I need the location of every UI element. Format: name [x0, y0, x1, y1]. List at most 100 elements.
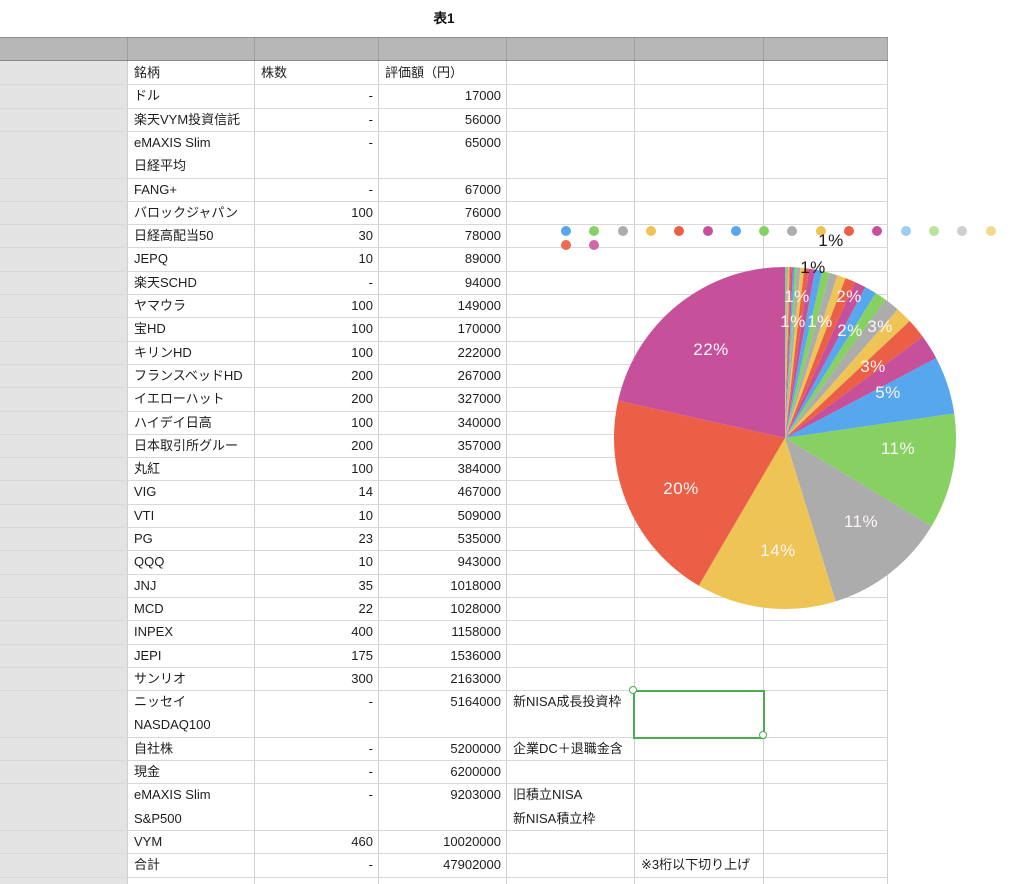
- cell-shares[interactable]: -: [368, 134, 373, 150]
- cell-value[interactable]: 2163000: [450, 670, 501, 686]
- cell-value[interactable]: 78000: [464, 228, 501, 244]
- cell-shares[interactable]: 200: [351, 437, 373, 453]
- legend-dot[interactable]: [957, 225, 968, 236]
- cell-name[interactable]: eMAXIS Slim S&P500: [134, 787, 211, 826]
- cell-value[interactable]: 94000: [464, 274, 501, 290]
- cell-shares[interactable]: -: [368, 88, 373, 104]
- pie-slice[interactable]: [785, 336, 937, 438]
- legend-dot[interactable]: [985, 225, 996, 236]
- cell-name[interactable]: PG: [134, 531, 153, 546]
- legend-dot[interactable]: [787, 225, 798, 236]
- cell-name[interactable]: QQQ: [134, 554, 165, 570]
- cell-note[interactable]: 企業DC＋退職金含: [513, 740, 623, 756]
- cell-shares[interactable]: 200: [351, 367, 373, 383]
- pie-slice[interactable]: [785, 271, 830, 438]
- pie-slice[interactable]: [785, 275, 846, 438]
- pie-slice[interactable]: [785, 309, 910, 438]
- cell-shares[interactable]: -: [368, 740, 373, 756]
- pie-slice[interactable]: [785, 321, 923, 438]
- cell-shares[interactable]: 175: [351, 647, 373, 663]
- cell-shares[interactable]: 10: [358, 507, 373, 523]
- selection-handle-bottom-right[interactable]: [759, 731, 767, 739]
- cell-value[interactable]: 47902000: [443, 857, 501, 873]
- legend-dot[interactable]: [561, 239, 571, 250]
- cell-shares[interactable]: 100: [351, 461, 373, 477]
- cell-value[interactable]: 384000: [457, 461, 501, 477]
- legend-dot[interactable]: [645, 225, 656, 236]
- cell-shares[interactable]: 22: [358, 600, 373, 616]
- cell-value[interactable]: 9203000: [450, 787, 501, 803]
- pie-slice[interactable]: [785, 267, 796, 438]
- cell-name[interactable]: MCD: [134, 600, 164, 616]
- cell-value[interactable]: 65000: [464, 134, 501, 150]
- selection-handle-top-left[interactable]: [629, 686, 637, 694]
- pie-slice[interactable]: [785, 282, 866, 438]
- cell-shares[interactable]: 100: [351, 321, 373, 337]
- pie-slice[interactable]: [785, 272, 838, 438]
- legend-dot[interactable]: [561, 225, 571, 236]
- cell-name[interactable]: eMAXIS Slim 日経平均: [134, 134, 211, 174]
- pie-slice[interactable]: [618, 267, 785, 438]
- cell-name[interactable]: 楽天VYM投資信託: [134, 111, 241, 127]
- pie-slice[interactable]: [785, 299, 898, 438]
- cell-name[interactable]: イエローハット: [134, 391, 225, 407]
- cell-shares[interactable]: -: [368, 694, 373, 710]
- cell-value[interactable]: 149000: [457, 298, 501, 313]
- cell-name[interactable]: 日本取引所グループ: [134, 437, 239, 453]
- cell-name[interactable]: INPEX: [134, 624, 174, 640]
- cell-value[interactable]: 943000: [457, 554, 501, 570]
- cell-value[interactable]: 267000: [457, 367, 501, 383]
- pie-slice[interactable]: [785, 267, 792, 438]
- legend-dot[interactable]: [730, 225, 741, 236]
- pie-slice[interactable]: [785, 267, 789, 438]
- pie-slice[interactable]: [785, 267, 794, 438]
- cell-name[interactable]: 丸紅: [134, 461, 161, 477]
- cell-shares[interactable]: 460: [351, 833, 373, 849]
- cell-name[interactable]: VYM: [134, 833, 163, 849]
- cell-value[interactable]: 5164000: [450, 694, 501, 710]
- cell-value[interactable]: 5200000: [450, 740, 501, 756]
- pie-slice[interactable]: [785, 268, 810, 438]
- pie-slice[interactable]: [698, 438, 836, 609]
- cell-value[interactable]: 222000: [457, 344, 501, 360]
- cell-shares[interactable]: 300: [351, 670, 373, 686]
- cell-name[interactable]: ハイデイ日高: [134, 414, 212, 430]
- cell-name[interactable]: フランスベッドHD: [134, 367, 243, 383]
- cell-value[interactable]: 1028000: [450, 600, 501, 616]
- cell-shares[interactable]: 100: [351, 204, 373, 220]
- cell-shares[interactable]: -: [368, 111, 373, 127]
- cell-value[interactable]: 1018000: [450, 577, 501, 593]
- legend-dot[interactable]: [900, 225, 911, 236]
- cell-value[interactable]: 467000: [457, 484, 501, 500]
- cell-name[interactable]: ヤマウラ: [134, 298, 187, 313]
- pie-slice[interactable]: [785, 267, 790, 438]
- cell-name[interactable]: ニッセイ NASDAQ100: [134, 694, 211, 733]
- pie-slice[interactable]: [785, 269, 823, 438]
- cell-shares[interactable]: 10: [358, 251, 373, 267]
- cell-name[interactable]: VTI: [134, 507, 155, 523]
- cell-name[interactable]: バロックジャパン: [134, 204, 239, 220]
- cell-name[interactable]: JEPI: [134, 647, 162, 663]
- cell-value[interactable]: 1536000: [450, 647, 501, 663]
- pie-slice[interactable]: [785, 268, 816, 438]
- cell-name[interactable]: 自社株: [134, 740, 174, 756]
- pie-slice[interactable]: [785, 293, 886, 438]
- cell-shares[interactable]: -: [368, 274, 373, 290]
- legend-dot[interactable]: [702, 225, 713, 236]
- cell-shares[interactable]: -: [368, 787, 373, 803]
- cell-value[interactable]: 357000: [457, 437, 501, 453]
- legend-dot[interactable]: [759, 225, 770, 236]
- legend-dot[interactable]: [928, 225, 939, 236]
- cell-name[interactable]: JEPQ: [134, 251, 168, 267]
- cell-name[interactable]: JNJ: [134, 577, 157, 593]
- cell-shares[interactable]: -: [368, 857, 373, 873]
- cell-value[interactable]: 89000: [464, 251, 501, 267]
- cell-shares[interactable]: 30: [358, 228, 373, 244]
- cell-name[interactable]: 現金: [134, 764, 161, 779]
- cell-shares[interactable]: -: [368, 181, 373, 197]
- legend-dot[interactable]: [674, 225, 685, 236]
- cell-shares[interactable]: -: [368, 764, 373, 779]
- pie-slice[interactable]: [785, 438, 932, 602]
- cell-value[interactable]: 327000: [457, 391, 501, 407]
- cell-value[interactable]: 1158000: [451, 624, 501, 640]
